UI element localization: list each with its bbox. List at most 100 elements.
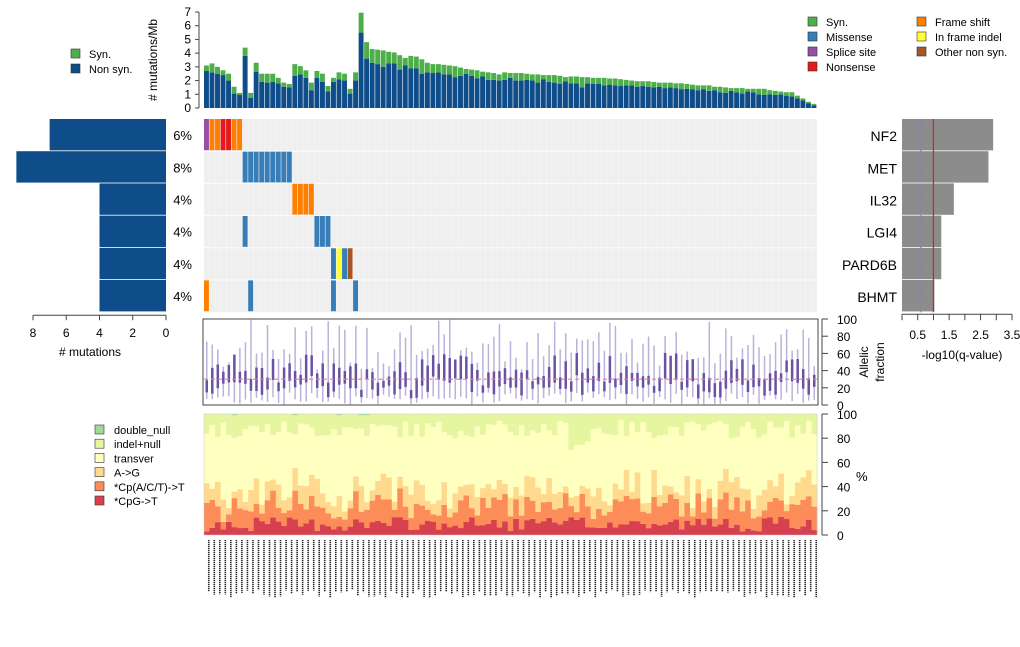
spectrum-segment [237, 489, 244, 509]
spectrum-segment [607, 414, 614, 435]
spectrum-segment [209, 414, 216, 426]
spectrum-segment [562, 423, 569, 487]
spectrum-segment [656, 414, 663, 436]
spectrum-segment [662, 502, 669, 525]
spectrum-segment [546, 477, 553, 502]
spectrum-segment [507, 497, 514, 517]
nonsyn-bar [695, 90, 701, 108]
spectrum-segment [402, 506, 409, 520]
spectrum-segment [314, 478, 321, 507]
spectrum-segment [469, 414, 476, 437]
syn-bar [712, 86, 717, 91]
spectrum-segment [745, 414, 752, 422]
spectrum-segment [220, 414, 227, 423]
syn-bar [358, 12, 364, 33]
spectrum-segment [778, 516, 785, 535]
syn-bar [574, 76, 579, 84]
spectrum-segment [756, 516, 763, 532]
spectrum-segment [231, 437, 238, 492]
spectrum-segment [794, 425, 801, 483]
spectrum-segment [364, 509, 371, 528]
spectrum-segment [308, 519, 315, 535]
spectrum-segment [286, 432, 293, 498]
syn-bar [546, 75, 552, 82]
syn-bar [424, 62, 430, 73]
nonsyn-bar [292, 75, 298, 108]
syn-bar [331, 77, 336, 82]
legend-swatch [916, 31, 927, 42]
syn-bar [469, 69, 475, 76]
y-axis-title: # mutations/Mb [146, 19, 160, 101]
spectrum-segment [667, 414, 674, 427]
nonsyn-bar [662, 88, 668, 108]
spectrum-segment [800, 433, 807, 478]
spectrum-segment [386, 499, 393, 526]
spectrum-segment [375, 521, 382, 535]
spectrum-segment [408, 518, 415, 530]
spectrum-segment [386, 414, 393, 426]
spectrum-segment [540, 502, 547, 522]
spectrum-segment [673, 492, 680, 499]
syn-bar [242, 47, 248, 56]
spectrum-segment [623, 469, 630, 496]
spectrum-segment [502, 483, 509, 495]
spectrum-segment [789, 414, 796, 438]
legend-label: In frame indel [935, 32, 1002, 44]
spectrum-segment [336, 414, 343, 416]
y-tick-label: 40 [837, 481, 851, 495]
spectrum-segment [342, 427, 348, 512]
spectrum-segment [485, 523, 492, 535]
spectrum-segment [463, 495, 470, 522]
spectrum-segment [524, 496, 531, 521]
nonsyn-bar [684, 88, 690, 108]
syn-bar [463, 68, 469, 74]
spectrum-segment [358, 511, 365, 523]
syn-bar [684, 84, 690, 89]
syn-bar [364, 42, 370, 59]
spectrum-segment [772, 497, 779, 524]
nonsyn-bar [325, 91, 331, 108]
syn-bar [651, 81, 657, 88]
spectrum-segment [734, 414, 741, 437]
syn-bar [430, 64, 436, 74]
spectrum-segment [745, 421, 752, 490]
syn-bar [607, 78, 613, 85]
spectrum-segment [634, 498, 641, 522]
nonsyn-bar [308, 90, 314, 108]
spectrum-segment [215, 436, 221, 482]
nonsyn-bar [568, 83, 574, 108]
spectrum-segment [237, 436, 244, 490]
spectrum-segment [353, 519, 360, 535]
gene-percent-label: 4% [173, 289, 192, 304]
nonsyn-bar [723, 92, 729, 108]
spectrum-segment [783, 504, 790, 512]
spectrum-segment [386, 477, 393, 500]
spectrum-segment [778, 414, 785, 428]
syn-bar [435, 64, 441, 73]
y-tick-label: 100 [837, 408, 857, 422]
spectrum-segment [601, 501, 608, 516]
spectrum-segment [712, 422, 718, 507]
spectrum-segment [424, 414, 431, 424]
nonsyn-bar [551, 82, 557, 108]
spectrum-segment [281, 414, 288, 422]
spectrum-segment [712, 518, 718, 527]
nonsyn-bar [237, 94, 243, 108]
y-tick-label: 1 [184, 87, 191, 101]
spectrum-frame [203, 413, 818, 536]
spectrum-segment [728, 437, 735, 483]
spectrum-segment [640, 511, 647, 524]
syn-bar [794, 95, 800, 99]
nonsyn-bar [811, 105, 817, 108]
spectrum-segment [364, 502, 371, 510]
spectrum-segment [684, 502, 691, 521]
spectrum-segment [424, 509, 431, 521]
spectrum-segment [430, 426, 437, 504]
spectrum-segment [397, 517, 404, 535]
nonsyn-bar [358, 32, 364, 109]
syn-bar [209, 63, 215, 73]
gene-percent-label: 6% [173, 128, 192, 143]
x-tick-label: 0.5 [909, 328, 926, 342]
spectrum-segment [491, 519, 498, 535]
